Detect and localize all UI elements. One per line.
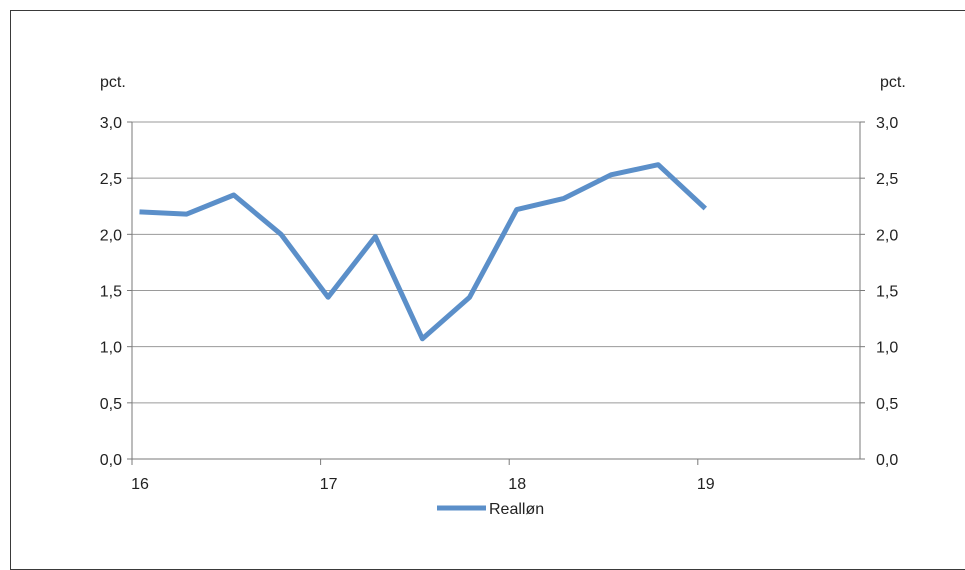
y-tick-label-left: 0,5: [100, 396, 122, 413]
y-tick-label-right: 3,0: [876, 115, 898, 132]
y-tick-label-left: 2,0: [100, 227, 122, 244]
y-tick-label-right: 2,5: [876, 171, 898, 188]
series-group: [139, 162, 708, 342]
legend-label: Realløn: [489, 501, 544, 518]
y-tick-label-left: 1,5: [100, 284, 122, 301]
y-axis-left-unit: pct.: [100, 74, 126, 91]
y-tick-label-right: 0,5: [876, 396, 898, 413]
y-tick-label-right: 0,0: [876, 452, 898, 469]
axes: [127, 121, 865, 465]
y-tick-label-right: 1,5: [876, 284, 898, 301]
series-line: [139, 162, 708, 342]
y-tick-label-left: 2,5: [100, 171, 122, 188]
y-tick-label-right: 2,0: [876, 227, 898, 244]
x-tick-label: 19: [697, 476, 715, 493]
legend: Realløn: [437, 501, 544, 518]
y-tick-label-left: 3,0: [100, 115, 122, 132]
x-tick-label: 18: [508, 476, 526, 493]
y-axis-right-ticks: 0,0 0,5 1,0 1,5 2,0 2,5 3,0: [876, 115, 898, 469]
gridlines: [132, 121, 860, 404]
y-axis-right-unit: pct.: [880, 74, 906, 91]
y-tick-label-left: 1,0: [100, 340, 122, 357]
y-tick-label-right: 1,0: [876, 340, 898, 357]
line-chart: 0,0 0,5 1,0 1,5 2,0 2,5 3,0 0,0 0,5 1,0 1,5 2,0 2,5…: [100, 74, 906, 518]
x-axis-ticks: 16 17 18 19: [131, 476, 715, 493]
x-tick-label: 17: [320, 476, 338, 493]
y-axis-left-ticks: 0,0 0,5 1,0 1,5 2,0 2,5 3,0: [100, 115, 122, 469]
x-tick-label: 16: [131, 476, 149, 493]
y-tick-label-left: 0,0: [100, 452, 122, 469]
